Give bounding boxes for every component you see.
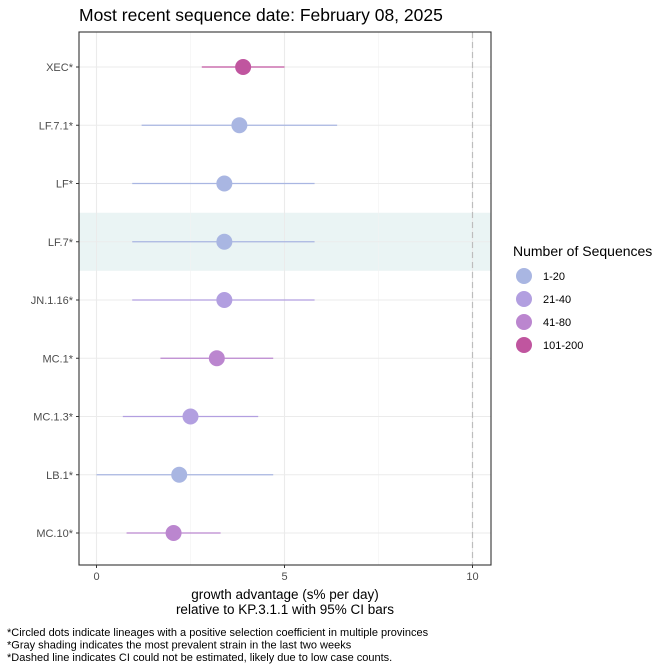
legend-swatch — [516, 337, 532, 353]
y-tick-label: MC.1.3* — [33, 412, 73, 424]
legend-title: Number of Sequences — [513, 243, 652, 259]
lineage-point — [165, 525, 182, 541]
footnotes: *Circled dots indicate lineages with a p… — [7, 627, 429, 664]
plot-panel — [78, 31, 492, 566]
footnote-line: *Circled dots indicate lineages with a p… — [7, 627, 429, 639]
y-axis-labels: XEC* LF.7.1* LF* LF.7* JN.1.16* MC.1* MC.1.3* L… — [31, 62, 79, 540]
chart-title: Most recent sequence date: February 08, … — [79, 5, 443, 25]
lineage-point — [182, 408, 199, 425]
y-tick-label: LF* — [56, 179, 74, 191]
legend-swatch — [516, 268, 532, 284]
legend: Number of Sequences 1-20 21-40 41-80 101-20… — [513, 243, 652, 353]
legend-label: 41-80 — [543, 317, 571, 329]
legend-label: 101-200 — [543, 340, 583, 352]
y-tick-label: MC.1* — [42, 353, 73, 365]
lineage-point — [235, 59, 252, 75]
footnote-line: *Gray shading indicates the most prevale… — [7, 640, 352, 652]
x-tick-label: 5 — [281, 571, 287, 583]
footnote-line: *Dashed line indicates CI could not be e… — [7, 652, 392, 664]
legend-swatch — [516, 314, 532, 330]
lineage-point — [216, 175, 233, 192]
y-tick-label: JN.1.16* — [31, 295, 74, 307]
x-tick-label: 0 — [93, 571, 99, 583]
y-tick-label: MC.10* — [36, 528, 73, 540]
y-tick-label: XEC* — [46, 62, 74, 74]
lineage-point — [231, 117, 248, 134]
y-tick-label: LB.1* — [46, 470, 74, 482]
y-tick-label: LF.7.1* — [39, 120, 74, 132]
lineage-point — [208, 350, 225, 367]
lineage-point — [216, 292, 233, 308]
x-axis-title-line2: relative to KP.3.1.1 with 95% CI bars — [176, 602, 394, 617]
legend-label: 21-40 — [543, 294, 571, 306]
x-axis-title-line1: growth advantage (s% per day) — [191, 587, 379, 602]
legend-label: 1-20 — [543, 271, 565, 283]
x-axis-labels: 0 5 10 — [93, 565, 479, 583]
y-tick-label: LF.7* — [48, 237, 74, 249]
legend-swatch — [516, 291, 532, 307]
lineage-point — [216, 233, 233, 250]
lineage-point — [171, 466, 188, 483]
x-tick-label: 10 — [466, 571, 478, 583]
